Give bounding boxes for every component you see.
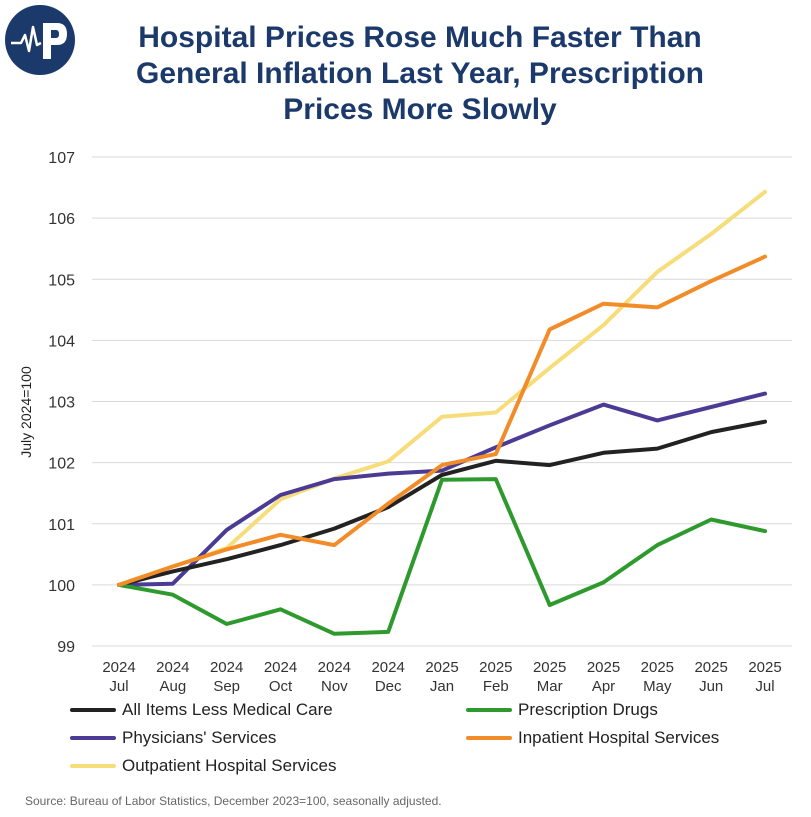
x-tick-year: 2024 [318,659,351,676]
x-tick-month: Dec [375,678,402,695]
title-line-2: General Inflation Last Year, Prescriptio… [136,57,704,90]
legend-item: Physicians' Services [70,726,276,750]
title-line-1: Hospital Prices Rose Much Faster Than [138,21,702,54]
legend-item: Prescription Drugs [466,698,658,722]
x-tick-month: Jun [699,678,723,695]
x-tick-month: Nov [321,678,348,695]
y-tick-label: 101 [48,517,75,534]
x-tick-month: Sep [213,678,240,695]
y-tick-label: 106 [48,211,75,228]
x-tick-month: Oct [269,678,293,695]
x-tick-year: 2025 [748,659,781,676]
series-line-prescription-drugs [117,477,767,636]
y-tick-label: 99 [57,639,75,656]
legend-label: All Items Less Medical Care [122,700,333,719]
y-tick-label: 102 [48,456,75,473]
source-note: Source: Bureau of Labor Statistics, Dece… [25,794,442,808]
x-tick-year: 2025 [479,659,512,676]
y-tick-label: 107 [48,150,75,167]
series-line-outpatient-hospital-services [117,189,767,587]
x-tick-year: 2024 [264,659,297,676]
x-tick-year: 2024 [102,659,135,676]
legend-item: Inpatient Hospital Services [466,726,719,750]
legend-item: Outpatient Hospital Services [70,754,337,778]
x-tick-year: 2025 [533,659,566,676]
legend-label: Physicians' Services [122,728,277,747]
x-tick-year: 2025 [587,659,620,676]
y-tick-label: 104 [48,333,75,350]
gridlines [92,156,792,647]
logo-icon [5,5,75,75]
series-line-inpatient-hospital-services [117,254,767,587]
x-tick-month: Jul [755,678,774,695]
x-tick-month: Mar [537,678,563,695]
x-tick-year: 2024 [156,659,189,676]
y-tick-label: 105 [48,272,75,289]
x-tick-month: Aug [159,678,186,695]
x-tick-month: Jan [430,678,454,695]
legend-label: Inpatient Hospital Services [518,728,720,747]
y-axis-label: July 2024=100 [18,366,34,458]
x-tick-year: 2024 [210,659,243,676]
series-line-all-items-less-medical-care [117,419,767,587]
y-tick-label: 100 [48,578,75,595]
series-line-physicians-services [117,391,767,587]
x-tick-month: Feb [483,678,509,695]
legend-swatch [70,764,116,768]
y-tick-label: 103 [48,395,75,412]
legend-swatch [70,708,116,712]
chart-title: Hospital Prices Rose Much Faster Than Ge… [80,20,760,128]
title-line-3: Prices More Slowly [283,93,557,126]
legend-swatch [466,736,512,740]
legend-swatch [70,736,116,740]
x-tick-labels: 2024 Jul 2024 Aug 2024 Sep 2024 Oct 2024 Nov 2024 D… [102,659,781,695]
x-tick-month: May [643,678,672,695]
y-tick-labels: 99 100 101 102 103 104 105 106 107 [48,150,75,656]
legend-swatch [466,708,512,712]
x-tick-year: 2025 [641,659,674,676]
x-tick-year: 2025 [694,659,727,676]
x-tick-month: Apr [592,678,615,695]
series-lines [117,189,767,636]
legend-label: Prescription Drugs [518,700,658,719]
x-tick-year: 2024 [371,659,404,676]
legend-item: All Items Less Medical Care [70,698,333,722]
x-tick-year: 2025 [425,659,458,676]
x-tick-month: Jul [109,678,128,695]
legend-label: Outpatient Hospital Services [122,756,337,775]
